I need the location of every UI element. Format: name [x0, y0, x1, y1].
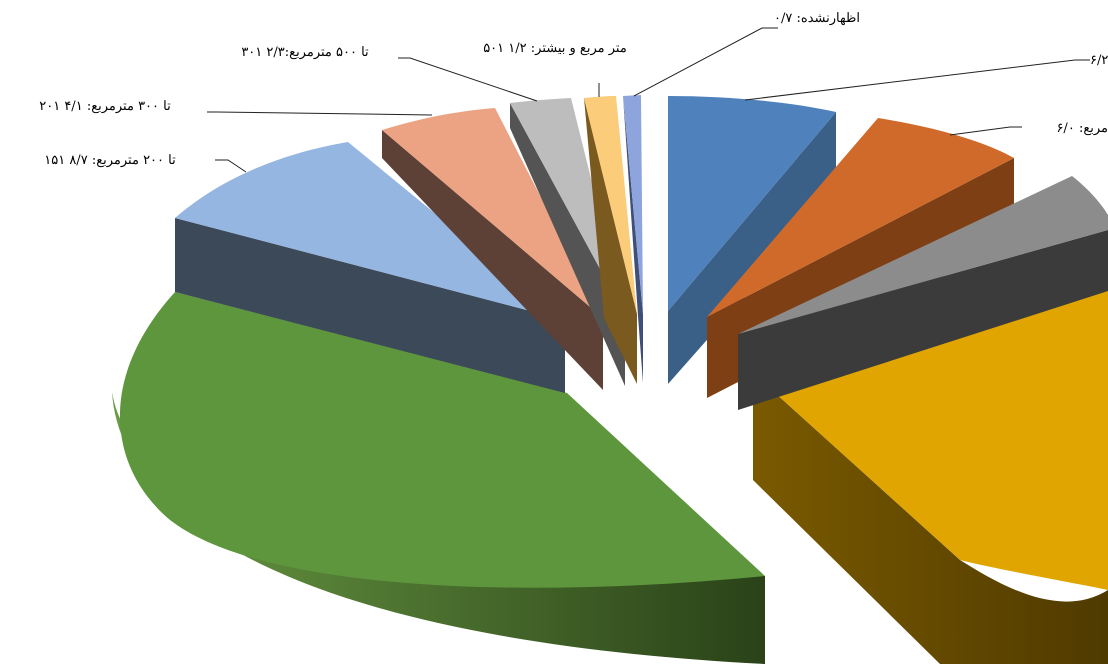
slice-salmon-side: [382, 130, 603, 390]
leader-line-orange: [949, 126, 1022, 136]
slice-gray: [510, 98, 625, 386]
slice-lightorange-side: [584, 98, 637, 384]
slice-green-side: [112, 392, 765, 664]
label-unreported: اظهارنشده: ۰/۷: [774, 11, 860, 26]
label-201-300: ۲۰۱ تا ۳۰۰ مترمربع: ۴/۱: [39, 99, 171, 114]
slice-blue-top: [668, 96, 836, 311]
leader-line-blue: [744, 59, 1090, 101]
label-501-plus: ۵۰۱ متر مربع و بیشتر: ۱/۲: [483, 41, 627, 56]
slice-lightblue-side: [175, 218, 565, 393]
slice-lightorange: [584, 96, 637, 384]
slice-periwinkle-side: [623, 96, 643, 383]
slice-darkgray-side: [738, 230, 1108, 410]
label-301-500: ۳۰۱ تا ۵۰۰ مترمربع:۲/۳: [241, 45, 369, 60]
leader-lines: [207, 27, 1090, 173]
slice-gray-top: [510, 98, 625, 315]
leader-line-151: [215, 159, 247, 173]
slice-lightorange-top: [584, 96, 637, 314]
slice-yellow-side: [753, 373, 1108, 664]
slice-green-top: [119, 292, 765, 588]
slice-salmon-top: [382, 108, 603, 318]
slice-darkgray-top: [738, 176, 1108, 334]
slice-darkgray: [738, 176, 1108, 410]
leader-line-301: [398, 57, 538, 102]
leader-line-201: [207, 111, 433, 116]
slice-lightblue: [175, 142, 565, 393]
data-labels: اظهارنشده: ۰/۷ ۵۰۱ متر مربع و بیشتر: ۱/۲…: [39, 11, 1108, 168]
leader-line-unreported: [633, 27, 778, 97]
slice-salmon: [382, 108, 603, 390]
slice-periwinkle: [623, 95, 643, 383]
slice-gray-side: [510, 103, 625, 386]
label-151-200: ۱۵۱ تا ۲۰۰ مترمربع: ۸/۷: [44, 153, 176, 168]
slice-orange-top: [707, 118, 1014, 317]
label-slice-orange: مربع: ۶/۰: [1056, 121, 1108, 136]
slice-green: [112, 292, 765, 664]
label-slice-blue: ۶/۲: [1090, 53, 1108, 68]
slice-periwinkle-top: [623, 95, 643, 314]
slice-lightblue-top: [175, 142, 565, 320]
